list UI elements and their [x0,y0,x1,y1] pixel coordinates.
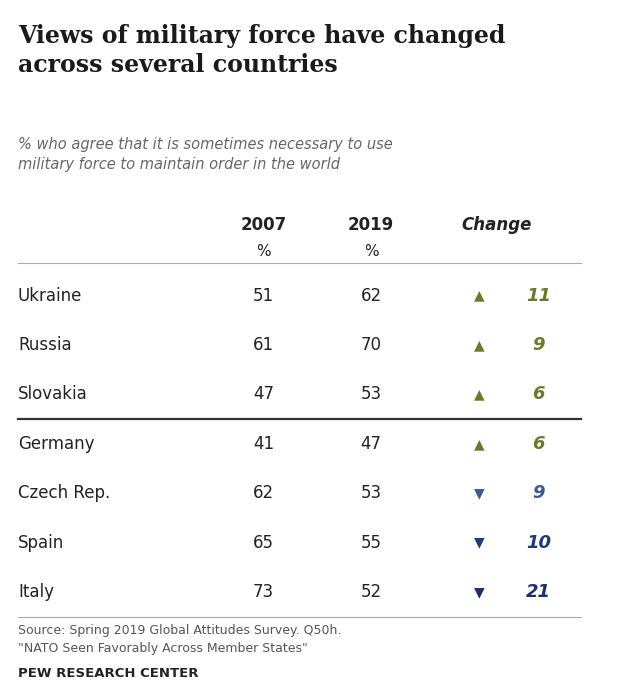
Text: ▼: ▼ [474,536,484,549]
Text: Germany: Germany [18,435,94,453]
Text: 47: 47 [361,435,382,453]
Text: 9: 9 [533,336,545,354]
Text: Ukraine: Ukraine [18,287,82,305]
Text: % who agree that it is sometimes necessary to use
military force to maintain ord: % who agree that it is sometimes necessa… [18,137,392,172]
Text: 6: 6 [533,435,545,453]
Text: Slovakia: Slovakia [18,386,87,403]
Text: ▼: ▼ [474,585,484,599]
Text: ▲: ▲ [474,388,484,401]
Text: Source: Spring 2019 Global Attitudes Survey. Q50h.
"NATO Seen Favorably Across M: Source: Spring 2019 Global Attitudes Sur… [18,624,342,655]
Text: 11: 11 [526,287,551,305]
Text: PEW RESEARCH CENTER: PEW RESEARCH CENTER [18,667,198,680]
Text: 47: 47 [253,386,274,403]
Text: 61: 61 [253,336,274,354]
Text: 6: 6 [533,386,545,403]
Text: 52: 52 [361,583,382,601]
Text: 51: 51 [253,287,274,305]
Text: 9: 9 [533,484,545,502]
Text: Italy: Italy [18,583,54,601]
Text: ▲: ▲ [474,338,484,352]
Text: 70: 70 [361,336,382,354]
Text: Russia: Russia [18,336,71,354]
Text: 10: 10 [526,534,551,552]
Text: 53: 53 [361,386,382,403]
Text: 41: 41 [253,435,274,453]
Text: %: % [364,244,379,259]
Text: Czech Rep.: Czech Rep. [18,484,110,502]
Text: 62: 62 [253,484,274,502]
Text: Views of military force have changed
across several countries: Views of military force have changed acr… [18,24,505,77]
Text: 55: 55 [361,534,382,552]
Text: 21: 21 [526,583,551,601]
Text: 73: 73 [253,583,274,601]
Text: 2019: 2019 [348,216,394,234]
Text: ▲: ▲ [474,437,484,451]
Text: ▼: ▼ [474,486,484,500]
Text: 62: 62 [361,287,382,305]
Text: Spain: Spain [18,534,64,552]
Text: 65: 65 [253,534,274,552]
Text: Change: Change [462,216,532,234]
Text: ▲: ▲ [474,289,484,303]
Text: 2007: 2007 [241,216,286,234]
Text: 53: 53 [361,484,382,502]
Text: %: % [256,244,271,259]
